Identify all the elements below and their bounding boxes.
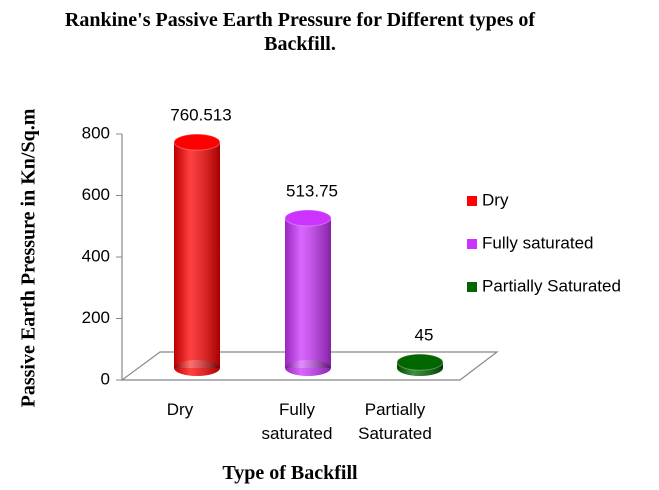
y-tick-label: 0 (101, 369, 110, 388)
y-tick-label: 800 (82, 123, 110, 142)
legend-label: Fully saturated (482, 233, 594, 252)
bar-shade (174, 142, 220, 368)
value-label: 45 (415, 326, 434, 345)
x-tick-label: Fully saturated (261, 400, 333, 443)
y-tick-label: 400 (82, 246, 110, 265)
x-axis-title: Type of Backfill (222, 462, 358, 484)
bar-base-shade (174, 360, 220, 376)
bar (396, 353, 444, 376)
legend-label: Partially Saturated (482, 276, 621, 295)
y-axis-title: Passive Earth Pressure in Kn/Sq.m (18, 108, 40, 407)
x-tick-label: Dry (166, 400, 194, 419)
bar-top (284, 209, 332, 227)
legend-swatch (467, 196, 477, 206)
floor (120, 351, 499, 381)
x-tick-label: Partially Saturated (358, 400, 432, 443)
legend-swatch (467, 282, 477, 292)
bar-top (173, 133, 221, 151)
bar (173, 133, 221, 376)
y-tick-label: 600 (82, 185, 110, 204)
value-label: 513.75 (286, 182, 338, 201)
bar-top (396, 353, 444, 371)
bar (284, 209, 332, 376)
bar-base-shade (285, 360, 331, 376)
y-tick-label: 200 (82, 308, 110, 327)
value-label: 760.513 (170, 106, 231, 125)
legend-label: Dry (482, 190, 509, 209)
chart-title: Rankine's Passive Earth Pressure for Dif… (64, 9, 536, 55)
legend-swatch (467, 239, 477, 249)
bar-shade (285, 218, 331, 368)
